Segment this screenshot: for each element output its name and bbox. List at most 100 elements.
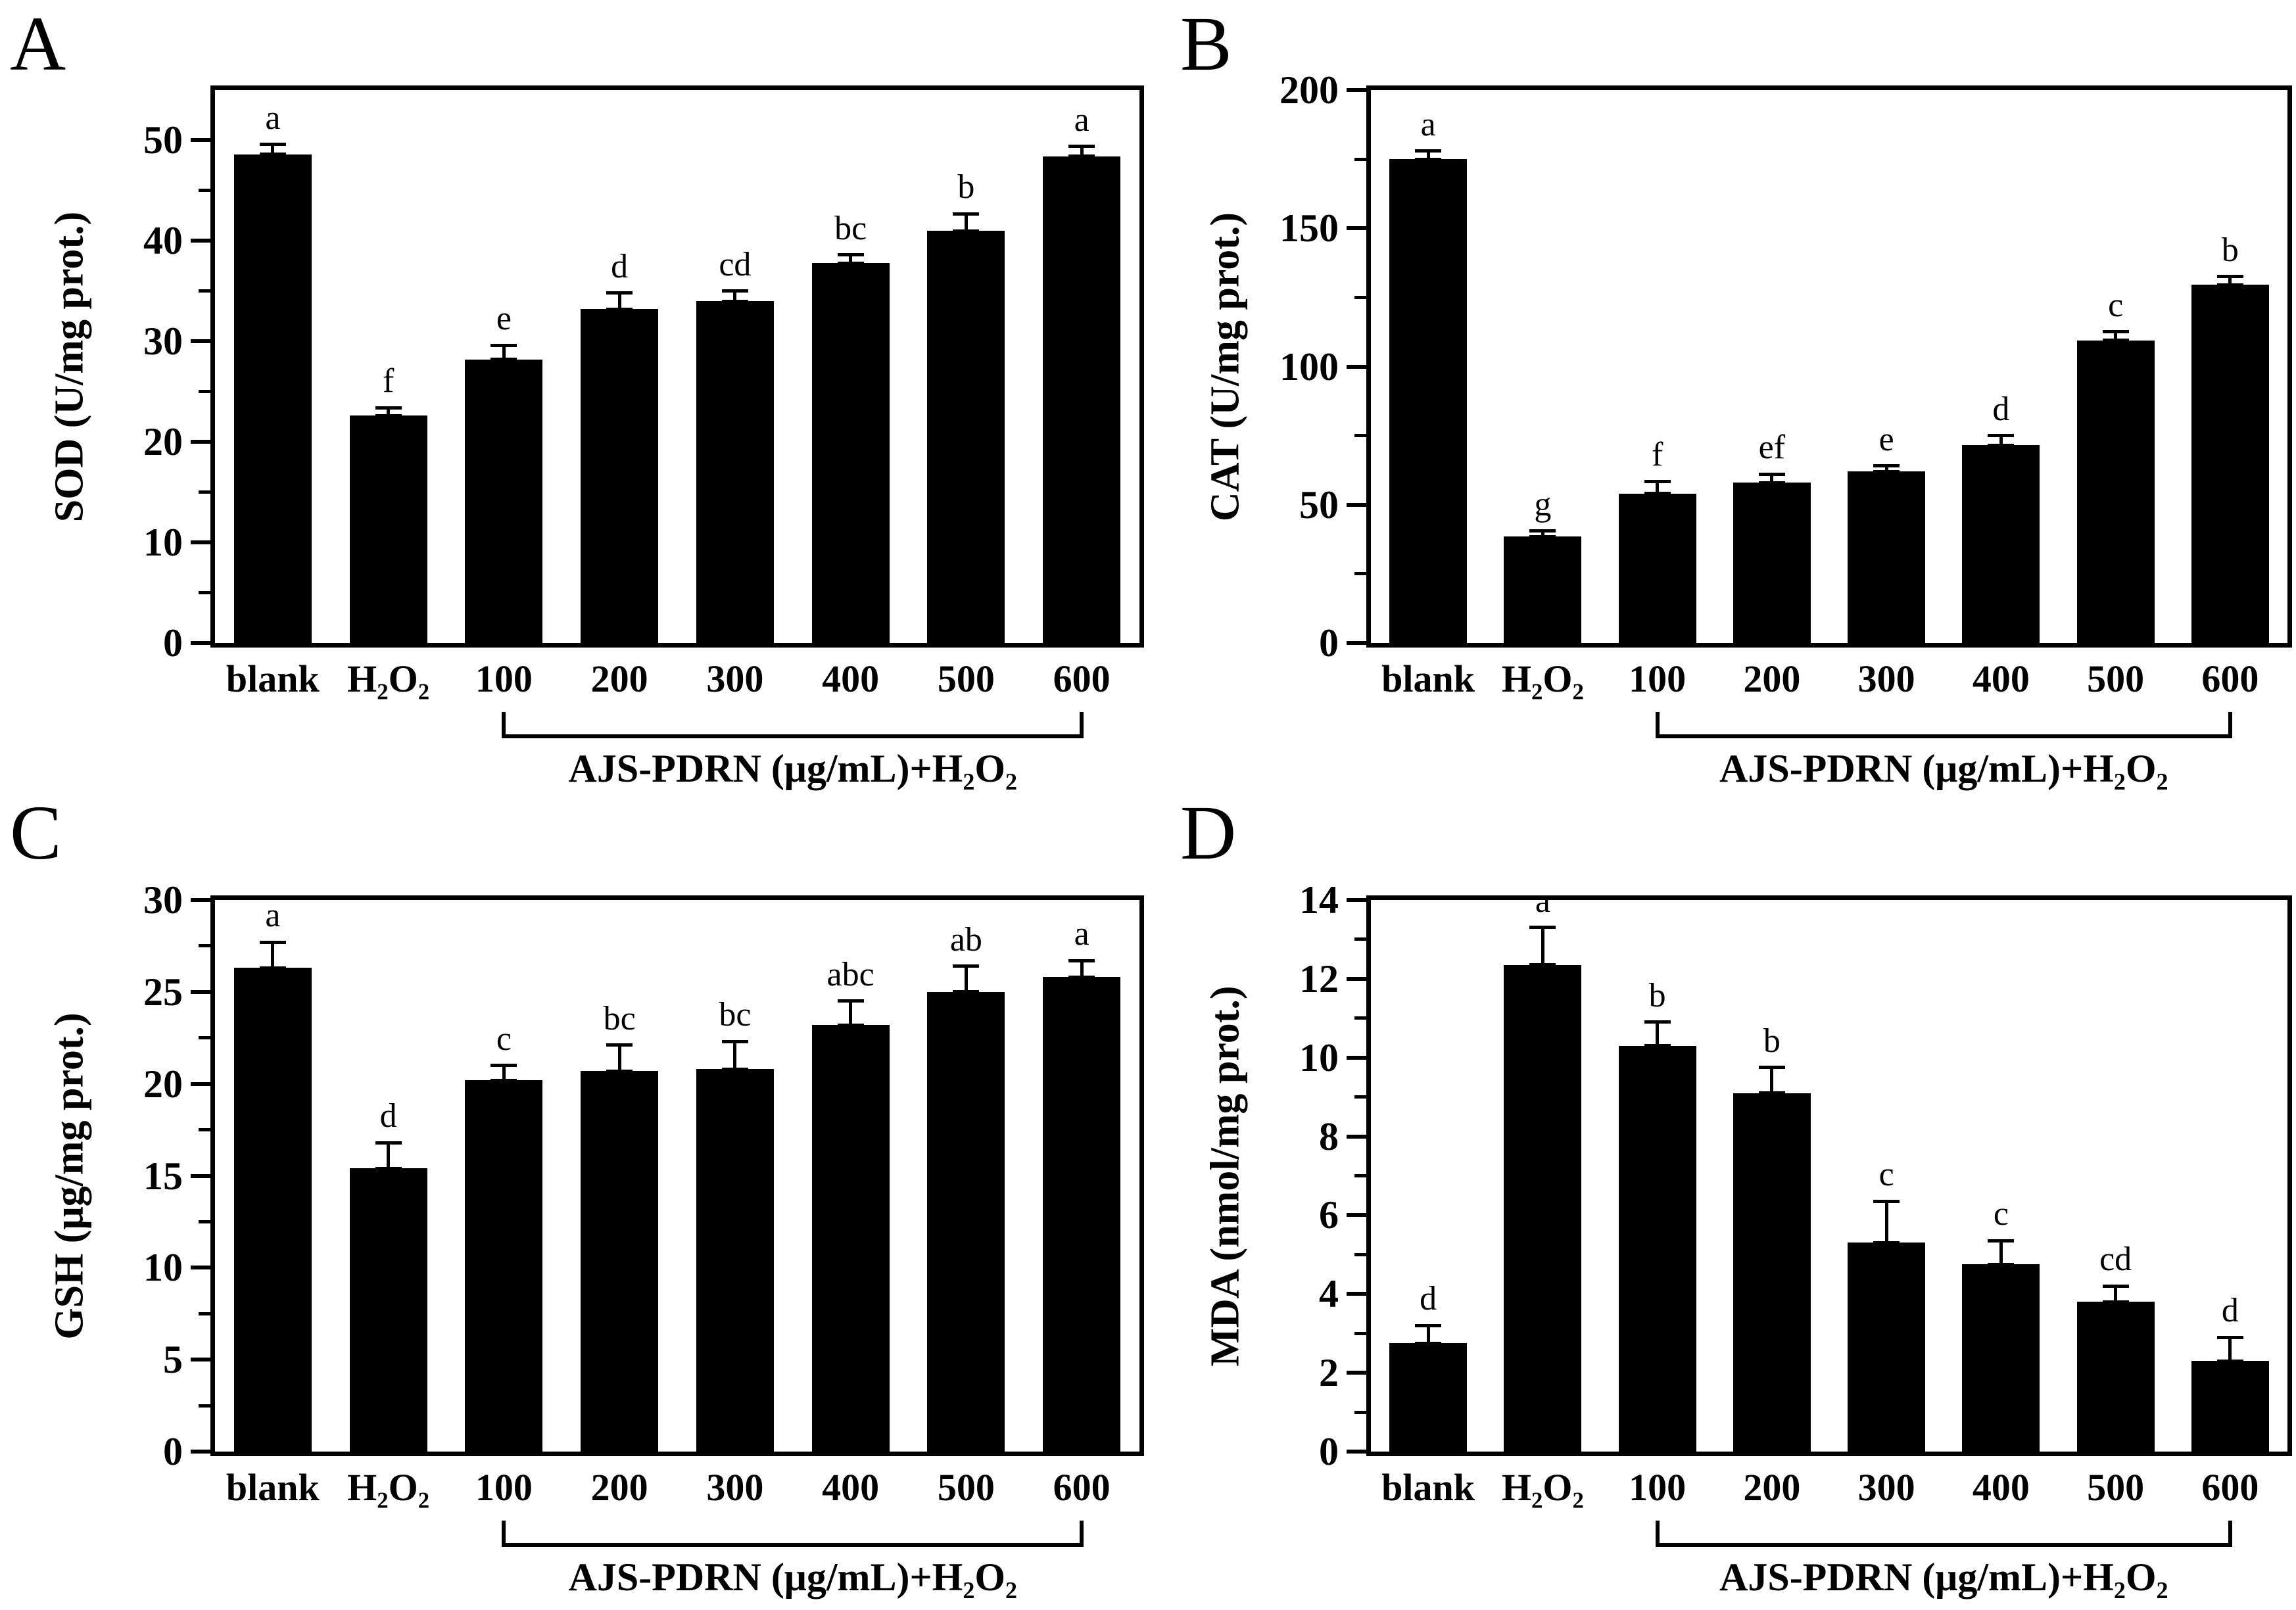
bar bbox=[2191, 285, 2269, 643]
y-tick-label: 50 bbox=[1299, 483, 1339, 527]
error-bar-cap-top bbox=[259, 143, 286, 147]
error-bar-cap-bottom bbox=[1068, 154, 1095, 158]
y-major-tick bbox=[1347, 1450, 1366, 1454]
significance-letter: b bbox=[957, 168, 975, 206]
y-minor-tick bbox=[1354, 1095, 1366, 1099]
bar bbox=[1618, 493, 1696, 643]
x-category-label: 300 bbox=[706, 1466, 764, 1509]
panel-letter: B bbox=[1180, 1, 1232, 87]
bar bbox=[233, 154, 312, 643]
group-bracket-left-arm bbox=[1655, 1521, 1660, 1543]
error-bar-line bbox=[849, 1001, 853, 1026]
y-minor-tick bbox=[1354, 1252, 1366, 1256]
error-bar-line bbox=[733, 291, 737, 302]
y-tick-label: 4 bbox=[1319, 1272, 1339, 1316]
y-major-tick bbox=[1347, 976, 1366, 981]
error-bar-cap-bottom bbox=[375, 414, 402, 417]
x-category-label: blank bbox=[1381, 1466, 1475, 1509]
significance-letter: a bbox=[1074, 101, 1089, 139]
error-bar-line bbox=[271, 942, 275, 968]
x-category-label: blank bbox=[226, 657, 320, 700]
y-tick-label: 20 bbox=[143, 420, 183, 464]
significance-letter: e bbox=[1878, 420, 1894, 458]
bar bbox=[349, 1168, 427, 1452]
bar bbox=[1389, 1343, 1468, 1452]
y-tick-label: 20 bbox=[143, 1062, 183, 1106]
group-bracket-right-arm bbox=[2228, 712, 2232, 734]
error-bar-cap-bottom bbox=[2102, 339, 2129, 343]
error-bar-cap-bottom bbox=[837, 1023, 864, 1027]
error-bar-cap-top bbox=[606, 1043, 633, 1047]
error-bar-cap-bottom bbox=[1758, 1091, 1785, 1095]
y-major-tick bbox=[1347, 502, 1366, 507]
bar bbox=[927, 991, 1005, 1452]
y-tick-label: 0 bbox=[1319, 621, 1339, 665]
significance-letter: b bbox=[1763, 1022, 1781, 1060]
x-category-label: 400 bbox=[822, 1466, 880, 1509]
error-bar-line bbox=[1656, 1022, 1660, 1046]
group-bracket-right-arm bbox=[2228, 1521, 2232, 1543]
y-major-tick bbox=[1347, 898, 1366, 902]
x-category-label: 100 bbox=[475, 657, 533, 700]
x-category-label: H₂O₂ bbox=[1501, 657, 1584, 700]
error-bar-line bbox=[849, 254, 853, 263]
significance-letter: cd bbox=[2099, 1241, 2132, 1279]
group-bracket-right-arm bbox=[1080, 712, 1084, 734]
bar bbox=[1962, 445, 2040, 643]
y-major-tick bbox=[191, 641, 210, 645]
error-bar-line bbox=[2228, 1337, 2232, 1361]
error-bar-cap-top bbox=[2102, 1284, 2129, 1288]
error-bar-cap-bottom bbox=[2216, 283, 2243, 287]
error-bar-cap-bottom bbox=[1415, 1341, 1442, 1345]
error-bar-cap-top bbox=[1988, 434, 2015, 438]
group-bracket-label: AJS-PDRN (μg/mL)+H₂O₂ bbox=[568, 1555, 1017, 1599]
significance-letter: bc bbox=[834, 209, 867, 247]
error-bar-line bbox=[1426, 1325, 1430, 1344]
y-minor-tick bbox=[1354, 1174, 1366, 1177]
x-category-label: 400 bbox=[1972, 1466, 2030, 1509]
error-bar-cap-bottom bbox=[1758, 481, 1785, 485]
significance-letter: abc bbox=[826, 955, 874, 993]
y-major-tick bbox=[191, 440, 210, 444]
error-bar-cap-bottom bbox=[1529, 534, 1556, 538]
significance-letter: b bbox=[2221, 231, 2239, 269]
y-major-tick bbox=[191, 1266, 210, 1270]
significance-letter: a bbox=[1074, 915, 1089, 953]
y-minor-tick bbox=[199, 1036, 210, 1040]
significance-letter: a bbox=[265, 99, 281, 137]
error-bar-cap-bottom bbox=[721, 299, 748, 303]
y-major-tick bbox=[191, 138, 210, 143]
y-major-tick bbox=[1347, 1134, 1366, 1139]
error-bar-line bbox=[1541, 927, 1544, 965]
error-bar-cap-top bbox=[1415, 149, 1442, 153]
significance-letter: d bbox=[611, 247, 629, 285]
significance-letter: d bbox=[1992, 390, 2010, 428]
error-bar-line bbox=[1656, 481, 1660, 494]
error-bar-cap-bottom bbox=[490, 358, 517, 362]
y-minor-tick bbox=[199, 1312, 210, 1315]
error-bar-line bbox=[964, 214, 968, 231]
error-bar-cap-top bbox=[1529, 529, 1556, 533]
bar bbox=[1389, 159, 1468, 643]
significance-letter: f bbox=[1651, 436, 1663, 473]
significance-letter: c bbox=[496, 1020, 512, 1058]
bar bbox=[696, 1069, 774, 1452]
x-category-label: 600 bbox=[2201, 1466, 2259, 1509]
panel-letter: A bbox=[10, 1, 66, 87]
y-minor-tick bbox=[1354, 1331, 1366, 1335]
error-bar-cap-top bbox=[721, 289, 748, 293]
error-bar-cap-bottom bbox=[1873, 469, 1900, 473]
y-minor-tick bbox=[199, 490, 210, 494]
error-bar-line bbox=[2114, 331, 2118, 341]
x-category-label: H₂O₂ bbox=[1501, 1466, 1584, 1509]
y-major-tick bbox=[1347, 88, 1366, 92]
error-bar-cap-bottom bbox=[606, 307, 633, 311]
y-tick-label: 0 bbox=[1319, 1430, 1339, 1473]
error-bar-line bbox=[2114, 1286, 2118, 1302]
bar bbox=[465, 359, 543, 643]
group-bracket-left-arm bbox=[502, 1521, 506, 1543]
y-tick-label: 8 bbox=[1319, 1114, 1339, 1158]
bar bbox=[1043, 156, 1121, 643]
error-bar-cap-top bbox=[2216, 275, 2243, 279]
